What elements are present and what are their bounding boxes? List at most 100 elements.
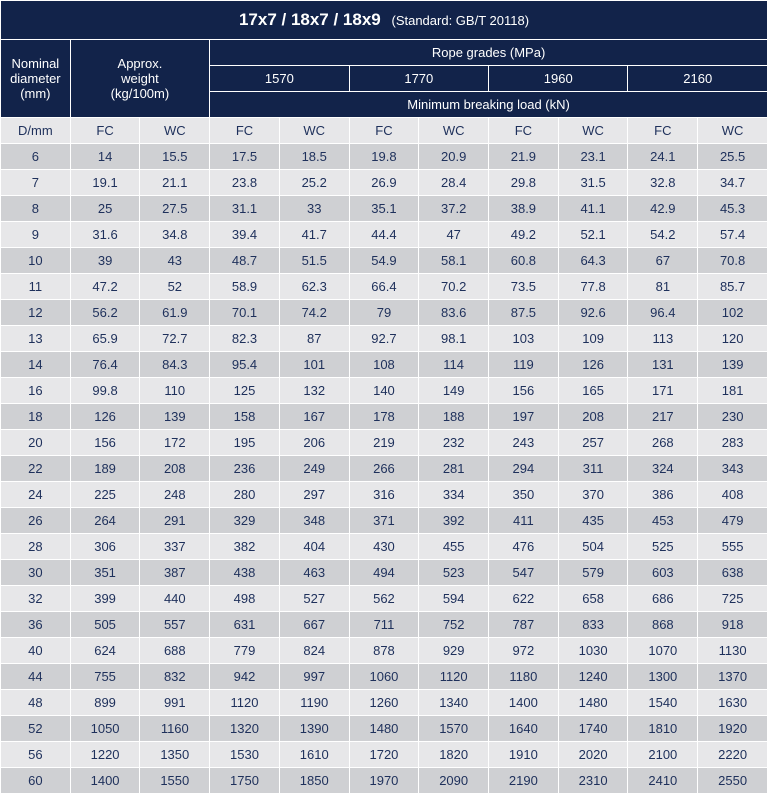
table-cell: 120 [698, 326, 768, 352]
table-cell: 899 [70, 690, 140, 716]
table-cell: 351 [70, 560, 140, 586]
table-cell: 74.2 [279, 300, 349, 326]
table-cell: 2020 [558, 742, 628, 768]
table-cell: 311 [558, 456, 628, 482]
table-cell: 35.1 [349, 196, 419, 222]
col-label: D/mm [1, 118, 71, 144]
table-cell: 725 [698, 586, 768, 612]
table-cell: 878 [349, 638, 419, 664]
table-cell: 1550 [140, 768, 210, 794]
table-cell: 51.5 [279, 248, 349, 274]
table-cell: 329 [210, 508, 280, 534]
table-cell: 281 [419, 456, 489, 482]
col-label: FC [70, 118, 140, 144]
table-cell: 479 [698, 508, 768, 534]
table-cell: 991 [140, 690, 210, 716]
table-cell: 1370 [698, 664, 768, 690]
table-cell: 60 [1, 768, 71, 794]
table-cell: 188 [419, 404, 489, 430]
table-row: 1476.484.395.4101108114119126131139 [1, 352, 768, 378]
table-cell: 833 [558, 612, 628, 638]
table-cell: 21.1 [140, 170, 210, 196]
table-cell: 85.7 [698, 274, 768, 300]
table-cell: 638 [698, 560, 768, 586]
table-cell: 1130 [698, 638, 768, 664]
table-row: 24225248280297316334350370386408 [1, 482, 768, 508]
table-cell: 92.6 [558, 300, 628, 326]
table-cell: 98.1 [419, 326, 489, 352]
table-cell: 37.2 [419, 196, 489, 222]
table-cell: 72.7 [140, 326, 210, 352]
table-cell: 249 [279, 456, 349, 482]
table-cell: 16 [1, 378, 71, 404]
col-label: WC [698, 118, 768, 144]
table-cell: 47 [419, 222, 489, 248]
table-cell: 832 [140, 664, 210, 690]
table-cell: 686 [628, 586, 698, 612]
table-row: 36505557631667711752787833868918 [1, 612, 768, 638]
table-cell: 1720 [349, 742, 419, 768]
table-cell: 1570 [419, 716, 489, 742]
table-cell: 868 [628, 612, 698, 638]
table-row: 1365.972.782.38792.798.1103109113120 [1, 326, 768, 352]
table-cell: 1610 [279, 742, 349, 768]
table-cell: 119 [489, 352, 559, 378]
table-cell: 33 [279, 196, 349, 222]
table-cell: 404 [279, 534, 349, 560]
table-cell: 324 [628, 456, 698, 482]
table-cell: 158 [210, 404, 280, 430]
table-cell: 206 [279, 430, 349, 456]
table-cell: 58.9 [210, 274, 280, 300]
table-cell: 40 [1, 638, 71, 664]
table-row: 6014001550175018501970209021902310241025… [1, 768, 768, 794]
table-cell: 2550 [698, 768, 768, 794]
table-row: 5612201350153016101720182019102020210022… [1, 742, 768, 768]
col-label: FC [349, 118, 419, 144]
table-title: 17x7 / 18x7 / 18x9 [239, 10, 381, 29]
table-cell: 19.8 [349, 144, 419, 170]
hdr-approx-weight: Approx.weight(kg/100m) [70, 40, 209, 118]
table-cell: 34.8 [140, 222, 210, 248]
table-cell: 22 [1, 456, 71, 482]
table-cell: 463 [279, 560, 349, 586]
table-cell: 13 [1, 326, 71, 352]
table-cell: 219 [349, 430, 419, 456]
table-cell: 54.2 [628, 222, 698, 248]
table-cell: 31.1 [210, 196, 280, 222]
table-cell: 64.3 [558, 248, 628, 274]
table-cell: 1540 [628, 690, 698, 716]
table-cell: 631 [210, 612, 280, 638]
table-cell: 61.9 [140, 300, 210, 326]
table-cell: 217 [628, 404, 698, 430]
table-cell: 108 [349, 352, 419, 378]
table-cell: 70.8 [698, 248, 768, 274]
table-cell: 622 [489, 586, 559, 612]
table-cell: 2100 [628, 742, 698, 768]
table-cell: 113 [628, 326, 698, 352]
grade-2160: 2160 [628, 66, 768, 92]
table-row: 719.121.123.825.226.928.429.831.532.834.… [1, 170, 768, 196]
table-cell: 1190 [279, 690, 349, 716]
table-cell: 125 [210, 378, 280, 404]
table-cell: 494 [349, 560, 419, 586]
table-cell: 126 [70, 404, 140, 430]
table-cell: 6 [1, 144, 71, 170]
table-cell: 1400 [489, 690, 559, 716]
table-cell: 1180 [489, 664, 559, 690]
table-cell: 54.9 [349, 248, 419, 274]
table-cell: 505 [70, 612, 140, 638]
table-cell: 824 [279, 638, 349, 664]
table-cell: 34.7 [698, 170, 768, 196]
table-cell: 603 [628, 560, 698, 586]
col-label: WC [279, 118, 349, 144]
table-cell: 579 [558, 560, 628, 586]
table-cell: 31.5 [558, 170, 628, 196]
table-cell: 18 [1, 404, 71, 430]
table-cell: 283 [698, 430, 768, 456]
table-cell: 1120 [210, 690, 280, 716]
table-row: 22189208236249266281294311324343 [1, 456, 768, 482]
table-cell: 1850 [279, 768, 349, 794]
table-row: 20156172195206219232243257268283 [1, 430, 768, 456]
hdr-nominal-diameter: Nominaldiameter(mm) [1, 40, 71, 118]
table-cell: 14 [1, 352, 71, 378]
